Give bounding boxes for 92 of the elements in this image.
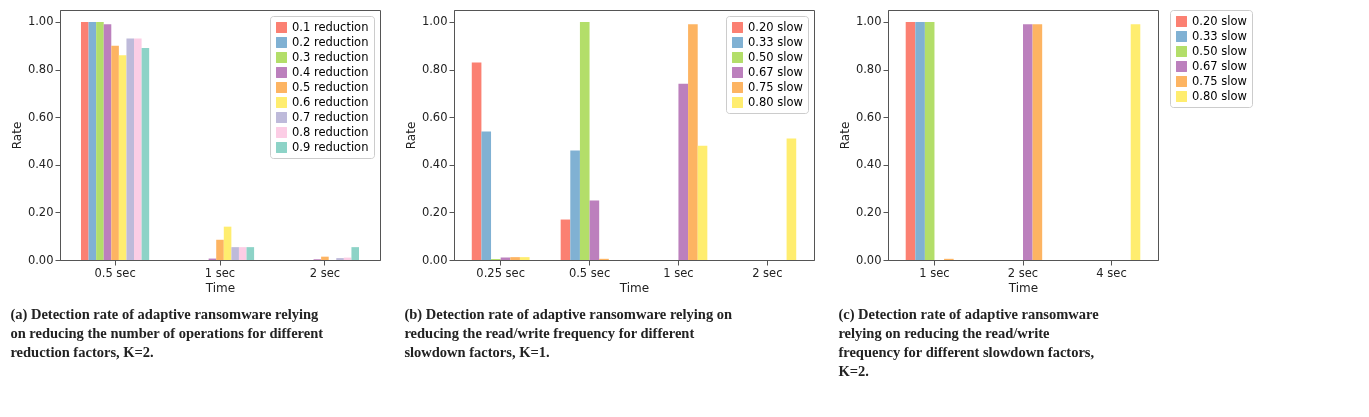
legend-label: 0.75 slow — [748, 79, 803, 94]
legend-label: 0.80 slow — [1192, 88, 1247, 103]
y-tick-label: 0.80 — [421, 62, 448, 77]
legend-label: 0.6 reduction — [292, 94, 369, 109]
x-tick-label: 0.5 sec — [568, 265, 611, 280]
y-tick-label: 0.60 — [27, 109, 54, 124]
x-tick-label: 0.5 sec — [94, 265, 136, 280]
legend-label: 0.1 reduction — [292, 19, 369, 34]
bar — [238, 247, 247, 260]
y-axis-title: Rate — [837, 121, 852, 150]
y-tick-label: 0.40 — [27, 157, 54, 172]
y-tick-label: 0.00 — [855, 252, 882, 267]
x-tick-label: 2 sec — [752, 265, 783, 280]
y-axis-title: Rate — [9, 121, 24, 150]
bar — [1023, 24, 1033, 260]
bar — [246, 247, 255, 260]
legend-label: 0.50 slow — [1192, 43, 1247, 58]
bar — [96, 21, 104, 260]
bar — [915, 21, 925, 260]
legend-label: 0.2 reduction — [292, 34, 369, 49]
legend-label: 0.3 reduction — [292, 49, 369, 64]
bar — [134, 38, 142, 260]
bar — [678, 83, 689, 260]
bar — [688, 24, 698, 260]
x-tick-label: 1 sec — [919, 265, 950, 280]
y-tick-label: 1.00 — [855, 14, 882, 29]
bar — [481, 131, 492, 260]
y-tick-label: 1.00 — [27, 14, 54, 29]
bar — [321, 256, 329, 260]
x-axis-title: Time — [1007, 281, 1039, 295]
y-tick-label: 0.80 — [855, 62, 882, 77]
bar — [88, 21, 97, 260]
x-tick-label: 1 sec — [204, 265, 236, 280]
legend-label: 0.20 slow — [1192, 13, 1247, 28]
bar — [471, 62, 482, 260]
x-tick-label: 0.25 sec — [476, 265, 525, 280]
legend-label: 0.33 slow — [748, 34, 803, 49]
bar — [231, 247, 239, 260]
legend-label: 0.20 slow — [748, 19, 803, 34]
bar — [510, 257, 520, 260]
x-axis-title: Time — [204, 281, 236, 295]
x-tick-label: 2 sec — [309, 265, 341, 280]
y-axis-title: Rate — [403, 121, 418, 150]
bar — [223, 226, 232, 260]
bar — [570, 150, 580, 260]
legend-label: 0.80 slow — [748, 94, 803, 109]
legend-label: 0.5 reduction — [292, 79, 369, 94]
legend-label: 0.4 reduction — [292, 64, 369, 79]
text: (c) Detection rate of adaptive ransomware relying on reducing the read/write frequency for different slowdown factors, K=2. — [838, 305, 1100, 379]
legend-label: 0.8 reduction — [292, 124, 369, 139]
bar — [118, 55, 127, 260]
y-tick-label: 0.80 — [27, 62, 54, 77]
y-tick-label: 0.20 — [855, 204, 882, 219]
bar — [1032, 24, 1043, 260]
y-tick-label: 0.20 — [421, 204, 448, 219]
text: (a) Detection rate of adaptive ransomware relying on reducing the number of operations for different reduction factors, K=2. — [10, 305, 324, 360]
bar — [697, 145, 708, 260]
y-tick-label: 0.20 — [27, 204, 54, 219]
x-tick-label: 1 sec — [663, 265, 694, 280]
legend-label: 0.7 reduction — [292, 109, 369, 124]
bar — [579, 21, 590, 260]
bar — [905, 21, 916, 260]
bar — [103, 24, 112, 260]
legend-label: 0.75 slow — [1192, 73, 1247, 88]
bar — [589, 200, 600, 260]
legend-label: 0.50 slow — [748, 49, 803, 64]
legend-label: 0.9 reduction — [292, 139, 369, 154]
legend-label: 0.33 slow — [1192, 28, 1247, 43]
x-axis-title: Time — [618, 281, 650, 295]
bar — [1130, 24, 1141, 260]
legend-label: 0.67 slow — [1192, 58, 1247, 73]
y-tick-label: 1.00 — [421, 14, 448, 29]
y-tick-label: 0.60 — [421, 109, 448, 124]
y-tick-label: 0.60 — [855, 109, 882, 124]
x-tick-label: 2 sec — [1007, 265, 1039, 280]
bar — [216, 239, 224, 260]
bar — [924, 21, 935, 260]
bar — [111, 45, 119, 260]
bar — [351, 247, 360, 260]
legend-label: 0.67 slow — [748, 64, 803, 79]
bar — [80, 21, 89, 260]
y-tick-label: 0.00 — [421, 252, 448, 267]
bar — [560, 219, 571, 260]
bar — [519, 257, 530, 260]
bar — [126, 38, 135, 260]
y-tick-label: 0.40 — [855, 157, 882, 172]
y-tick-label: 0.40 — [421, 157, 448, 172]
bar — [141, 48, 150, 260]
text: (b) Detection rate of adaptive ransomware relying on reducing the read/write frequency for different slowdown factors, K=1. — [404, 305, 733, 360]
x-tick-label: 4 sec — [1096, 265, 1127, 280]
y-tick-label: 0.00 — [27, 252, 54, 267]
bar — [786, 138, 797, 260]
